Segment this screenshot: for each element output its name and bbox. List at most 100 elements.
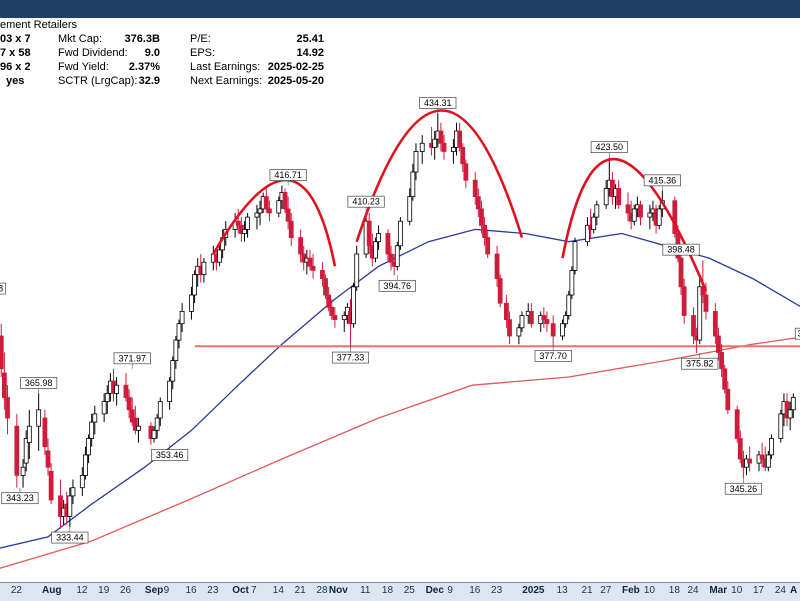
pe-value: 25.41 (296, 33, 324, 45)
candle (201, 258, 207, 283)
annotation-box (662, 243, 700, 256)
annotation-label: 365.98 (25, 378, 53, 388)
candle-body (563, 315, 569, 325)
candle (572, 237, 578, 275)
candle (616, 180, 622, 209)
candle-body (276, 200, 282, 214)
ma-long-layer (0, 336, 800, 569)
candle-body (366, 220, 372, 247)
price-annotation: 377.33 (331, 347, 370, 364)
annotation-box (331, 351, 370, 364)
candle (282, 188, 288, 213)
candle (285, 196, 291, 230)
candle-body (123, 384, 129, 398)
x-tick-label: 2025 (522, 585, 545, 596)
candle-body (92, 413, 98, 423)
candle (787, 401, 793, 431)
eps-value: 14.92 (296, 47, 324, 59)
candle-body (747, 458, 753, 464)
candle (129, 397, 135, 427)
pe-label: P/E: (190, 33, 211, 45)
fwd-dividend-label: Fwd Dividend: (58, 47, 128, 59)
candle-body (419, 142, 425, 152)
candle-body (288, 220, 294, 238)
candle-body (516, 327, 522, 337)
annotation-box (51, 531, 89, 544)
candle (20, 459, 26, 488)
candle (747, 446, 753, 472)
candle-body (603, 187, 609, 206)
candle (242, 221, 247, 242)
candle-body (479, 208, 484, 226)
candle (569, 266, 575, 300)
candle-body (566, 294, 572, 316)
rounding-top-arc (212, 178, 337, 267)
annotation-box (1, 492, 39, 505)
x-axis: 22 Aug 12 19 26 Sep 9 16 23 Oct 7 14 21 28 Nov 11 18 25 De… (0, 582, 800, 601)
candle (769, 434, 774, 459)
fwd-yield-label: Fwd Yield: (58, 61, 109, 73)
candle-body (672, 200, 678, 234)
candle-body (572, 241, 578, 271)
mkt-cap-value: 376.3B (124, 33, 160, 45)
candle (320, 262, 325, 287)
candle (538, 311, 544, 332)
candle-body (67, 495, 73, 517)
candle-body (497, 278, 503, 304)
price-annotation: 434.31 (419, 97, 457, 114)
candle (329, 299, 335, 320)
candle (126, 389, 132, 418)
candle (603, 180, 609, 209)
candle (257, 200, 263, 226)
candle (460, 143, 466, 172)
candle (89, 413, 95, 447)
candle (778, 409, 784, 443)
candle-body (407, 196, 413, 222)
annotation-box (151, 449, 189, 461)
annotation-box (419, 97, 457, 109)
x-tick-label: 25 (403, 585, 415, 596)
x-tick-label: 18 (381, 585, 394, 596)
candle (691, 307, 696, 345)
candle (497, 274, 503, 308)
candle-body (475, 196, 481, 210)
candle (566, 290, 572, 320)
candle (516, 323, 522, 345)
x-tick-label: Dec (425, 585, 444, 596)
candle (485, 229, 491, 259)
candle-body (320, 269, 325, 279)
candle-body (463, 163, 469, 181)
annotation-box (113, 352, 151, 365)
candle-body (201, 261, 207, 275)
price-annotation: 375.82 (681, 353, 719, 370)
candle (173, 336, 179, 369)
x-tick-label: 13 (556, 585, 568, 596)
x-tick-label: A (790, 585, 798, 596)
candle-body (179, 310, 185, 325)
candle (744, 454, 749, 476)
candle (594, 200, 600, 226)
candle (263, 188, 269, 213)
candle (123, 372, 129, 402)
candle-body (167, 380, 173, 403)
candle-body (157, 401, 163, 419)
candle-body (681, 286, 687, 316)
candle (457, 122, 463, 152)
info-row-4-col-1: yes (6, 75, 25, 87)
candle-body (351, 286, 357, 325)
candle-body (151, 429, 157, 439)
candle-body (790, 397, 796, 411)
candle-body (354, 253, 360, 288)
candle (397, 217, 403, 250)
candle-body (703, 294, 709, 312)
candle (48, 463, 54, 505)
candle (681, 278, 687, 324)
price-annotation: 394.76 (378, 275, 416, 292)
price-annotation: 371.97 (113, 352, 151, 369)
candle-body (42, 417, 48, 448)
info-row-2-col-1: 7 x 58 (0, 47, 31, 59)
candle (656, 204, 662, 230)
annotation-label: 375.82 (686, 359, 714, 369)
candle-body (79, 474, 85, 489)
candle (373, 237, 378, 263)
